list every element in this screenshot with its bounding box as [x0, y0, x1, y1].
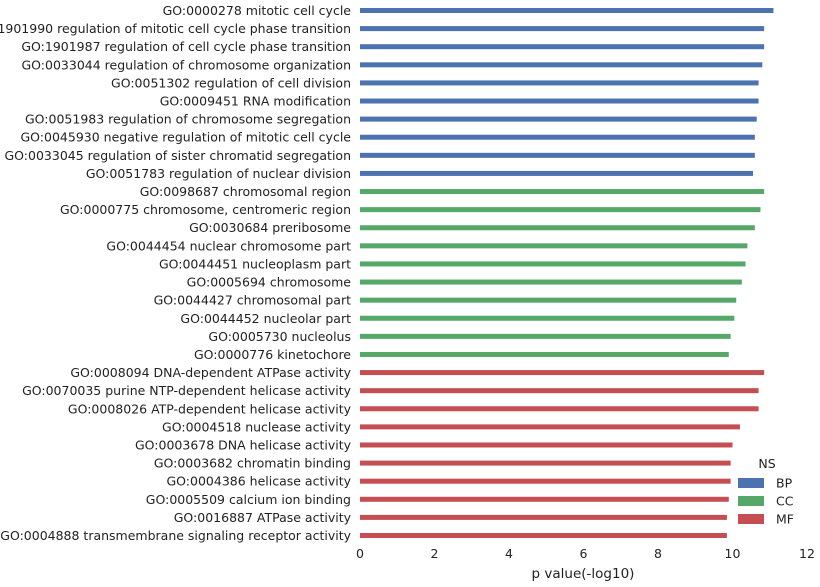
bar-cc-12	[360, 225, 755, 231]
category-label: GO:0051302 regulation of cell division	[111, 75, 351, 90]
category-label: GO:0000776 kinetochore	[194, 347, 351, 362]
bar-bp-0	[360, 8, 774, 13]
category-label: GO:0008026 ATP-dependent helicase activi…	[68, 401, 352, 416]
x-tick-label: 4	[505, 546, 513, 561]
x-tick-label: 10	[725, 546, 741, 561]
category-label: GO:0005509 calcium ion binding	[146, 492, 351, 507]
category-label: GO:0044454 nuclear chromosome part	[106, 238, 351, 253]
legend-title: NS	[758, 456, 775, 471]
category-label: GO:0070035 purine NTP-dependent helicase…	[22, 383, 352, 398]
bar-bp-5	[360, 98, 759, 104]
bar-mf-21	[360, 388, 759, 394]
category-label: GO:0045930 negative regulation of mitoti…	[21, 130, 352, 145]
bar-mf-28	[360, 514, 727, 520]
category-label: GO:0008094 DNA-dependent ATPase activity	[70, 365, 351, 380]
bars-layer	[360, 8, 774, 538]
bar-mf-22	[360, 406, 759, 412]
legend-label-cc: CC	[776, 494, 794, 509]
bar-bp-8	[360, 152, 755, 158]
category-label: GO:0030684 preribosome	[189, 220, 351, 235]
bar-mf-23	[360, 424, 740, 430]
legend-label-mf: MF	[776, 512, 794, 527]
category-label: GO:0005694 chromosome	[187, 275, 352, 290]
category-label: GO:0000278 mitotic cell cycle	[163, 3, 352, 18]
x-tick-label: 0	[356, 546, 364, 561]
category-label: GO:0003682 chromatin binding	[154, 456, 351, 471]
legend-swatch-cc	[738, 496, 764, 506]
x-tick-label: 12	[799, 546, 815, 561]
category-label: GO:0009451 RNA modification	[160, 94, 351, 109]
category-label: GO:0044451 nucleoplasm part	[159, 256, 351, 271]
x-tick-label: 8	[654, 546, 662, 561]
category-label: GO:0044452 nucleolar part	[180, 311, 351, 326]
legend-label-bp: BP	[776, 476, 793, 491]
bar-mf-24	[360, 442, 733, 448]
category-label: GO:0044427 chromosomal part	[154, 293, 351, 308]
legend: NS BP CC MF	[738, 456, 794, 527]
bar-cc-11	[360, 207, 761, 213]
category-label: GO:0003678 DNA helicase activity	[135, 437, 352, 452]
category-label: GO:0098687 chromosomal region	[140, 184, 351, 199]
category-label: GO:0004518 nuclease activity	[162, 419, 352, 434]
category-label: GO:0051783 regulation of nuclear divisio…	[86, 166, 351, 181]
x-axis: 0 2 4 6 8 10 12	[356, 546, 815, 561]
bar-cc-16	[360, 297, 737, 303]
bar-cc-13	[360, 243, 748, 249]
bar-mf-27	[360, 496, 729, 502]
category-label: GO:0033044 regulation of chromosome orga…	[22, 57, 352, 72]
bar-mf-25	[360, 460, 731, 466]
x-tick-label: 6	[580, 546, 588, 561]
category-label: GO:0016887 ATPase activity	[174, 510, 352, 525]
legend-swatch-bp	[738, 478, 764, 488]
bar-bp-1	[360, 26, 765, 32]
bar-bp-2	[360, 44, 765, 50]
x-axis-title: p value(-log10)	[532, 566, 635, 582]
bar-bp-4	[360, 80, 759, 86]
category-label: GO:0004386 helicase activity	[166, 474, 351, 489]
legend-swatch-mf	[738, 514, 764, 524]
bar-cc-15	[360, 279, 742, 285]
bar-cc-17	[360, 315, 735, 321]
category-label: GO:0033045 regulation of sister chromati…	[4, 148, 351, 163]
bar-bp-3	[360, 62, 763, 68]
category-label: GO:1901990 regulation of mitotic cell cy…	[0, 21, 351, 36]
bar-bp-9	[360, 170, 753, 176]
category-labels: GO:0000278 mitotic cell cycle GO:1901990 …	[0, 3, 352, 543]
category-label: GO:0004888 transmembrane signaling recep…	[0, 528, 351, 543]
category-label: GO:1901987 regulation of cell cycle phas…	[21, 39, 351, 54]
category-label: GO:0005730 nucleolus	[208, 329, 351, 344]
bar-cc-10	[360, 189, 765, 195]
bar-cc-19	[360, 351, 729, 357]
x-tick-label: 2	[431, 546, 439, 561]
category-label: GO:0051983 regulation of chromosome segr…	[25, 112, 351, 127]
bar-bp-7	[360, 134, 755, 140]
bar-mf-29	[360, 533, 727, 538]
category-label: GO:0000775 chromosome, centromeric regio…	[60, 202, 351, 217]
bar-mf-26	[360, 478, 731, 484]
bar-cc-14	[360, 261, 746, 267]
bar-cc-18	[360, 333, 731, 339]
bar-mf-20	[360, 370, 765, 376]
bar-bp-6	[360, 116, 757, 122]
